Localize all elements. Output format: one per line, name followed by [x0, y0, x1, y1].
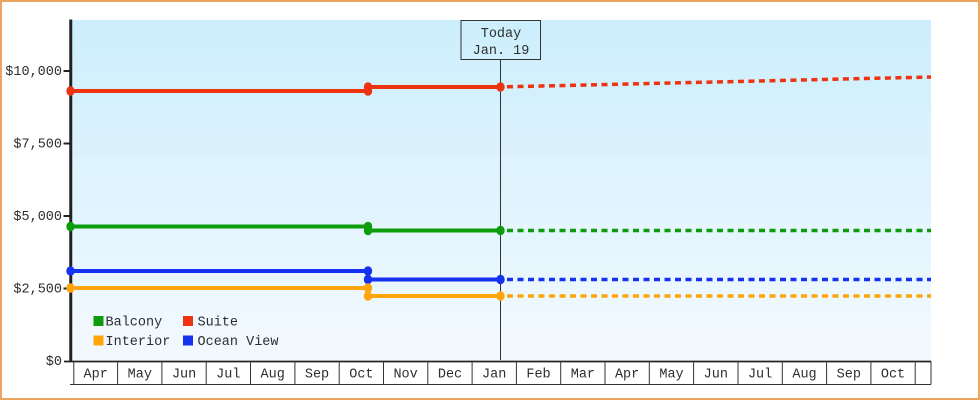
svg-text:Aug: Aug	[792, 368, 816, 383]
svg-text:$7,500: $7,500	[13, 137, 62, 152]
svg-text:$0: $0	[46, 355, 62, 370]
svg-text:Jun: Jun	[172, 368, 196, 383]
svg-text:May: May	[659, 368, 683, 383]
svg-text:Oct: Oct	[349, 368, 373, 383]
svg-text:May: May	[128, 368, 152, 383]
svg-text:Suite: Suite	[198, 316, 239, 331]
svg-text:Dec: Dec	[438, 368, 462, 383]
svg-text:Aug: Aug	[261, 368, 285, 383]
svg-text:Nov: Nov	[393, 368, 417, 383]
svg-text:Jul: Jul	[216, 368, 240, 383]
svg-text:Today: Today	[481, 27, 522, 42]
svg-text:Feb: Feb	[526, 368, 550, 383]
svg-text:Balcony: Balcony	[106, 316, 163, 331]
svg-text:Apr: Apr	[84, 368, 108, 383]
svg-text:Oct: Oct	[881, 368, 905, 383]
svg-text:Sep: Sep	[837, 368, 861, 383]
svg-text:Sep: Sep	[305, 368, 329, 383]
svg-text:Apr: Apr	[615, 368, 639, 383]
svg-text:Ocean View: Ocean View	[198, 335, 279, 350]
svg-text:Jan. 19: Jan. 19	[473, 44, 530, 59]
svg-text:Interior: Interior	[106, 335, 171, 350]
svg-text:$10,000: $10,000	[5, 65, 62, 80]
svg-text:Jul: Jul	[748, 368, 772, 383]
svg-text:$2,500: $2,500	[13, 282, 62, 297]
svg-text:Mar: Mar	[571, 368, 595, 383]
svg-text:Jan: Jan	[482, 368, 506, 383]
svg-text:$5,000: $5,000	[13, 210, 62, 225]
svg-text:Jun: Jun	[704, 368, 728, 383]
